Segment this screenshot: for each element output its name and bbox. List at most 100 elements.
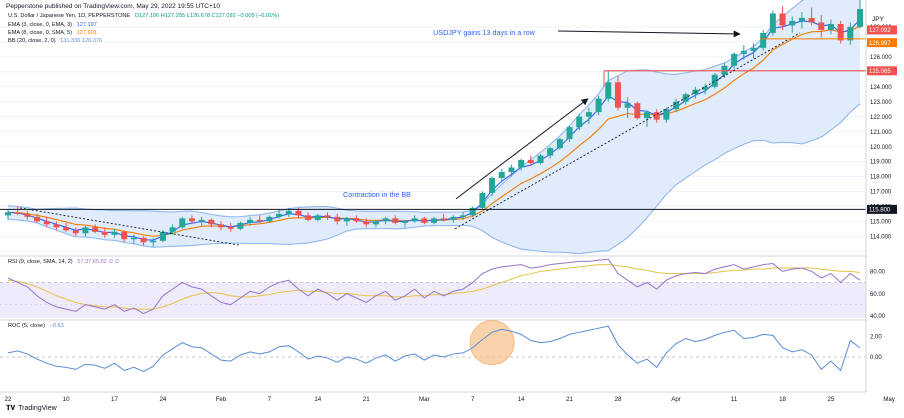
candle <box>547 146 554 159</box>
bb-lower-line <box>7 103 861 255</box>
candle <box>101 227 108 238</box>
legend-rsi-label: RSI (9, close, SMA, 14, 2) <box>8 259 73 265</box>
candle-body <box>53 224 60 228</box>
candle <box>827 19 834 35</box>
candle <box>198 216 205 226</box>
roc-line <box>7 325 861 373</box>
candle-body <box>411 218 418 222</box>
time-axis[interactable]: 22 10 17 24 Feb 7 14 21 Mar 7 14 21 28 Apr 11 18 25 May <box>5 396 896 403</box>
time-axis-tick: 21 <box>363 396 370 403</box>
candle-body <box>382 218 389 222</box>
candle-body <box>808 17 815 23</box>
candle <box>421 216 428 225</box>
candle <box>643 110 651 128</box>
candle <box>111 228 118 238</box>
candle-body <box>702 86 709 90</box>
price-axis[interactable]: 114.000115.000116.000117.000118.000119.0… <box>867 16 897 361</box>
candle-body <box>4 212 12 216</box>
time-axis-tick: 14 <box>314 396 321 403</box>
rsi-axis-tick: 80.00 <box>870 270 886 276</box>
candle <box>392 215 399 225</box>
legend-ema3-row[interactable]: EMA (3, close, 0, EMA, 3) 127.197 <box>8 22 97 28</box>
candle <box>518 158 525 171</box>
legend-bb-row[interactable]: BB (20, close, 2, 0) 131.336 126.376 <box>8 38 102 44</box>
candle <box>673 98 680 113</box>
candle <box>556 137 563 150</box>
candle-body <box>818 22 825 30</box>
candle-body <box>527 160 534 164</box>
candle-body <box>585 112 592 117</box>
candle-body <box>314 215 321 220</box>
candle-body <box>401 221 408 223</box>
candle-body <box>140 237 147 243</box>
candle <box>363 218 370 228</box>
candle <box>527 155 534 167</box>
legend-roc-row[interactable]: ROC (5, close) −0.63 <box>8 323 64 329</box>
legend-ema8-value: 127.601 <box>76 30 97 36</box>
legend-ema8-label: EMA (8, close, 0, SMA, 5) <box>8 30 73 36</box>
legend-rsi-value: 57.37 65.82 ∅ ∅ <box>77 259 120 265</box>
candle-body <box>460 215 467 217</box>
candle-body <box>469 207 476 216</box>
price-axis-tick: 122.000 <box>870 115 892 121</box>
candle-body <box>266 216 273 222</box>
candle-body <box>595 98 602 113</box>
price-axis-currency: JPY <box>872 16 885 23</box>
candle <box>508 164 515 177</box>
candle <box>750 43 757 59</box>
candle-body <box>498 171 505 178</box>
time-axis-tick: 7 <box>268 396 272 403</box>
time-axis-tick: 11 <box>731 396 738 403</box>
candle <box>305 212 312 222</box>
time-axis-tick: 22 <box>5 396 12 403</box>
time-axis-tick: Apr <box>671 396 681 403</box>
legend-ema8-row[interactable]: EMA (8, close, 0, SMA, 5) 127.601 <box>8 30 97 36</box>
time-axis-tick: Mar <box>419 396 430 403</box>
candle-body <box>130 237 137 240</box>
candle-body <box>276 213 283 217</box>
candle <box>121 230 128 243</box>
legend-rsi-row[interactable]: RSI (9, close, SMA, 14, 2) 57.37 65.82 ∅… <box>8 259 120 265</box>
candle <box>653 109 660 123</box>
candle <box>711 73 718 89</box>
time-axis-tick: 21 <box>566 396 573 403</box>
price-pane[interactable] <box>0 0 866 255</box>
published-header: Pepperstone published on TradingView.com… <box>6 3 220 10</box>
candle-body <box>372 221 379 225</box>
legend-symbol[interactable]: U.S. Dollar / Japanese Yen, 1D, PEPPERST… <box>8 13 131 19</box>
tradingview-logo[interactable]: 𝐓𝐕 TradingView <box>6 405 57 413</box>
candle-body <box>217 224 225 228</box>
candle-body <box>324 215 331 217</box>
price-axis-tick: 117.000 <box>870 190 892 196</box>
price-tag: 115.800 <box>867 204 897 214</box>
candle <box>818 14 825 38</box>
candle <box>34 213 41 223</box>
candle <box>314 213 321 222</box>
legend-ema3-label: EMA (3, close, 0, EMA, 3) <box>8 22 73 28</box>
annotation-gains: USDJPY gains 13 days in a row <box>433 28 536 37</box>
time-axis-tick: Feb <box>216 396 227 403</box>
candle-body <box>508 167 515 172</box>
candle <box>450 215 457 223</box>
time-axis-tick: 25 <box>828 396 835 403</box>
roc-pane[interactable] <box>0 320 866 373</box>
candle <box>169 224 176 235</box>
candle <box>798 11 805 29</box>
candle <box>150 237 157 247</box>
candle <box>24 210 31 220</box>
candle-body <box>111 231 118 235</box>
candle <box>53 221 60 231</box>
price-tag-label: 115.800 <box>869 208 891 214</box>
candle-body <box>72 230 79 234</box>
candle <box>276 209 283 219</box>
candle <box>208 218 215 228</box>
candle-body <box>169 227 176 232</box>
tradingview-logo-icon: 𝐓𝐕 <box>6 405 16 412</box>
candle-body <box>731 53 738 66</box>
candle-body <box>556 139 563 149</box>
candle <box>702 83 709 95</box>
candle <box>760 29 767 51</box>
rsi-pane[interactable] <box>0 258 866 318</box>
candle-body <box>285 210 292 214</box>
